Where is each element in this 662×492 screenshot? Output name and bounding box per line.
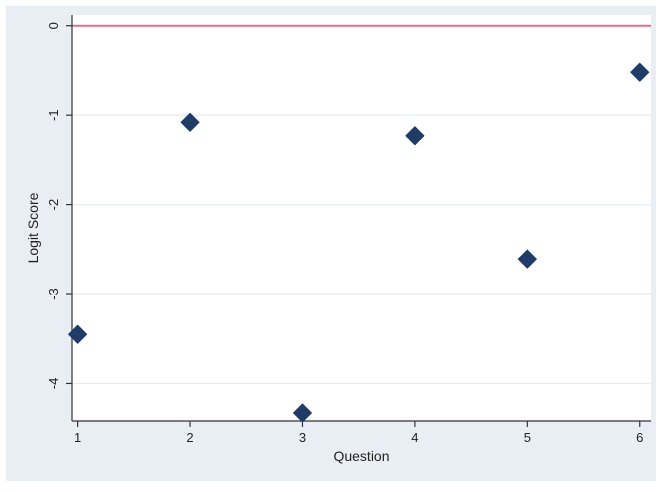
y-tick-label: -2: [46, 199, 61, 211]
x-tick-label: 5: [524, 430, 531, 445]
y-tick-label: 0: [46, 22, 61, 29]
y-tick-label: -4: [46, 378, 61, 390]
y-axis-label: Logit Score: [25, 192, 41, 263]
x-tick-label: 6: [636, 430, 643, 445]
y-axis-ticks: 0 -1 -2 -3 -4: [46, 22, 72, 389]
y-tick-label: -3: [46, 288, 61, 300]
x-tick-label: 2: [186, 430, 193, 445]
data-points: [68, 62, 650, 423]
x-tick-label: 1: [74, 430, 81, 445]
plot-area: [72, 15, 651, 421]
x-axis-label: Question: [333, 448, 389, 464]
grid-lines: [72, 114, 651, 385]
data-point: [630, 62, 650, 82]
data-point: [68, 324, 88, 344]
data-point: [405, 126, 425, 146]
x-tick-label: 3: [299, 430, 306, 445]
x-tick-label: 4: [411, 430, 418, 445]
x-axis-ticks: 1 2 3 4 5 6: [74, 421, 643, 445]
data-point: [292, 403, 312, 423]
data-point: [180, 112, 200, 132]
data-point: [517, 249, 537, 269]
y-tick-label: -1: [46, 109, 61, 121]
